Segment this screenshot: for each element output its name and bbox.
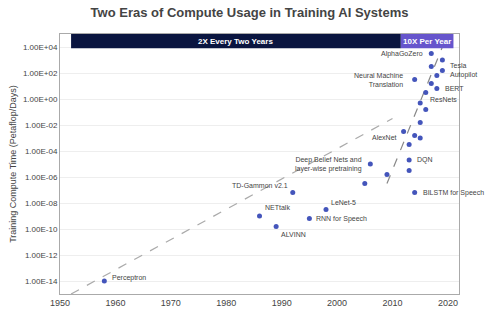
svg-text:LeNet-5: LeNet-5: [331, 199, 356, 206]
svg-text:1.00E-08: 1.00E-08: [25, 199, 58, 208]
svg-text:BILSTM for Speech: BILSTM for Speech: [423, 189, 484, 197]
svg-text:2X Every Two Years: 2X Every Two Years: [198, 37, 273, 46]
svg-text:Deep Belief Nets andlayer-wise: Deep Belief Nets andlayer-wise pretraini…: [295, 156, 362, 173]
svg-text:ALVINN: ALVINN: [281, 231, 306, 238]
svg-text:RNN for Speech: RNN for Speech: [316, 215, 367, 223]
svg-text:10X Per Year: 10X Per Year: [403, 37, 451, 46]
svg-text:2020: 2020: [438, 298, 458, 308]
svg-text:1.00E-06: 1.00E-06: [25, 173, 58, 182]
svg-text:1.00E-12: 1.00E-12: [25, 251, 58, 260]
svg-text:1970: 1970: [161, 298, 181, 308]
svg-text:1.00E+00: 1.00E+00: [23, 95, 58, 104]
svg-text:2010: 2010: [382, 298, 402, 308]
svg-text:1.00E-14: 1.00E-14: [25, 277, 58, 286]
svg-text:AlexNet: AlexNet: [372, 134, 397, 141]
svg-text:NETtalk: NETtalk: [265, 204, 290, 211]
svg-text:TeslaAutopilot: TeslaAutopilot: [450, 62, 477, 79]
svg-text:1960: 1960: [105, 298, 125, 308]
svg-text:1.00E+04: 1.00E+04: [23, 43, 58, 52]
svg-text:Two Eras of Compute Usage in T: Two Eras of Compute Usage in Training AI…: [91, 5, 409, 20]
svg-text:1.00E-10: 1.00E-10: [25, 225, 58, 234]
svg-text:1.00E-02: 1.00E-02: [25, 121, 58, 130]
svg-text:Neural MachineTranslation: Neural MachineTranslation: [354, 72, 403, 88]
svg-text:TD-Gammon v2.1: TD-Gammon v2.1: [232, 182, 288, 189]
svg-text:2000: 2000: [327, 298, 347, 308]
svg-text:AlphaGoZero: AlphaGoZero: [381, 50, 423, 58]
svg-text:1.00E+02: 1.00E+02: [23, 69, 58, 78]
svg-text:1990: 1990: [272, 298, 292, 308]
svg-text:Perceptron: Perceptron: [112, 274, 146, 282]
svg-text:Training Compute Time (Petaflo: Training Compute Time (Petaflop/Days): [8, 85, 18, 243]
svg-text:BERT: BERT: [445, 85, 464, 92]
svg-text:DQN: DQN: [417, 156, 433, 164]
svg-text:1950: 1950: [50, 298, 70, 308]
svg-text:1.00E-04: 1.00E-04: [25, 147, 58, 156]
svg-text:ResNets: ResNets: [430, 96, 457, 103]
svg-text:1980: 1980: [216, 298, 236, 308]
